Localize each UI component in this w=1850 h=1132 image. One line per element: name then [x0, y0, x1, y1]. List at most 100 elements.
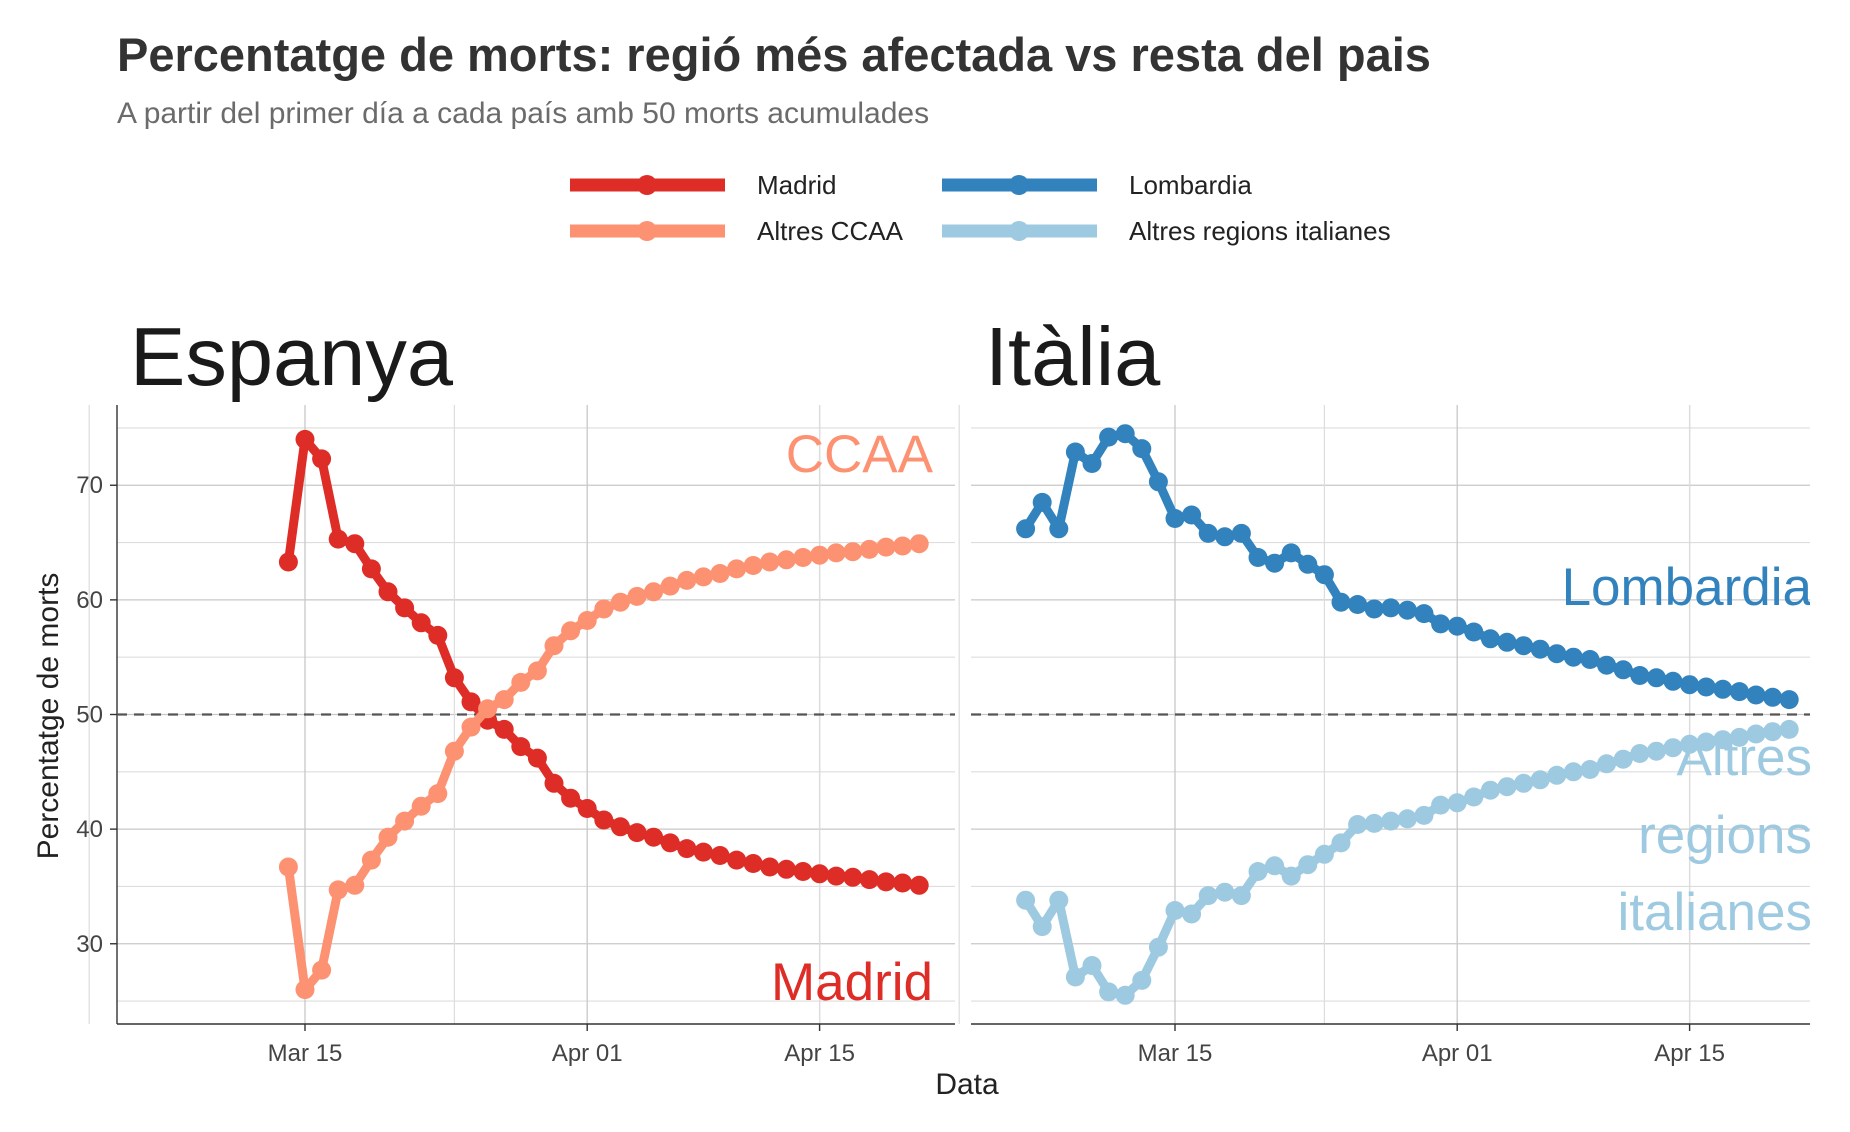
data-point — [644, 582, 663, 601]
data-point — [345, 534, 364, 553]
data-point — [279, 858, 298, 877]
data-point — [594, 600, 613, 619]
x-tick-label: Apr 01 — [552, 1040, 623, 1067]
data-point — [827, 867, 846, 886]
data-point — [893, 537, 912, 556]
data-point — [677, 571, 696, 590]
data-point — [628, 587, 647, 606]
data-point — [1033, 493, 1052, 512]
series-label-altres-ccaa: Altres — [798, 348, 933, 407]
data-point — [445, 742, 464, 761]
data-point — [1166, 901, 1185, 920]
data-point — [1099, 982, 1118, 1001]
data-point — [312, 449, 331, 468]
legend-label: Madrid — [757, 170, 836, 200]
data-point — [1398, 601, 1417, 620]
data-point — [379, 582, 398, 601]
data-point — [661, 833, 680, 852]
data-point — [412, 797, 431, 816]
data-point — [1747, 686, 1766, 705]
data-point — [1531, 640, 1550, 659]
data-point — [462, 692, 481, 711]
data-point — [511, 737, 530, 756]
data-point — [1116, 986, 1135, 1005]
data-point — [528, 661, 547, 680]
data-point — [1249, 548, 1268, 567]
data-point — [428, 626, 447, 645]
data-point — [1215, 527, 1234, 546]
data-point — [279, 553, 298, 572]
series-label-altres-regions-italianes: Altres — [1677, 728, 1812, 787]
data-point — [1664, 672, 1683, 691]
data-point — [1049, 891, 1068, 910]
data-point — [1182, 506, 1201, 525]
data-point — [1597, 754, 1616, 773]
data-point — [1282, 867, 1301, 886]
data-point — [495, 690, 514, 709]
data-point — [362, 559, 381, 578]
data-point — [611, 593, 630, 612]
data-point — [760, 553, 779, 572]
data-point — [1116, 424, 1135, 443]
data-point — [843, 868, 862, 887]
data-point — [594, 811, 613, 830]
data-point — [860, 870, 879, 889]
data-point — [1033, 917, 1052, 936]
panel-title: Itàlia — [985, 310, 1161, 403]
data-point — [1448, 617, 1467, 636]
data-point — [1365, 600, 1384, 619]
data-point — [1531, 770, 1550, 789]
y-tick-label: 40 — [76, 816, 103, 843]
data-point — [727, 851, 746, 870]
x-tick-label: Apr 15 — [784, 1040, 855, 1067]
data-point — [545, 636, 564, 655]
legend-key-point — [637, 175, 657, 195]
data-point — [1182, 905, 1201, 924]
data-point — [1049, 519, 1068, 538]
data-point — [1614, 750, 1633, 769]
data-point — [727, 559, 746, 578]
series-madrid — [279, 430, 929, 895]
data-point — [1514, 636, 1533, 655]
data-point — [1149, 938, 1168, 957]
data-point — [611, 817, 630, 836]
series-altres-ccaa — [279, 534, 929, 999]
data-point — [312, 961, 331, 980]
data-point — [1265, 554, 1284, 573]
legend: Madrid Altres CCAA Lombardia Altres regions… — [570, 170, 1391, 246]
data-point — [1498, 633, 1517, 652]
data-point — [1215, 883, 1234, 902]
data-point — [1381, 598, 1400, 617]
y-tick-label: 70 — [76, 472, 103, 499]
legend-label: Altres regions italianes — [1129, 216, 1391, 246]
data-point — [578, 611, 597, 630]
data-point — [1315, 565, 1334, 584]
data-point — [760, 858, 779, 877]
data-point — [1348, 595, 1367, 614]
data-point — [1564, 648, 1583, 667]
data-point — [1581, 650, 1600, 669]
data-point — [877, 872, 896, 891]
y-tick-label: 60 — [76, 587, 103, 614]
data-point — [1630, 744, 1649, 763]
data-point — [1564, 762, 1583, 781]
data-point — [661, 577, 680, 596]
legend-label: Lombardia — [1129, 170, 1252, 200]
data-point — [910, 534, 929, 553]
data-point — [711, 564, 730, 583]
data-point — [1697, 678, 1716, 697]
data-point — [1431, 614, 1450, 633]
legend-item-lombardia: Lombardia — [942, 170, 1252, 200]
y-tick-label: 50 — [76, 702, 103, 729]
data-point — [1332, 833, 1351, 852]
data-point — [1398, 809, 1417, 828]
data-point — [1016, 519, 1035, 538]
data-point — [296, 980, 315, 999]
data-point — [545, 774, 564, 793]
x-tick-label: Apr 01 — [1422, 1040, 1493, 1067]
data-point — [1381, 812, 1400, 831]
data-point — [528, 749, 547, 768]
data-point — [827, 543, 846, 562]
data-point — [1763, 688, 1782, 707]
